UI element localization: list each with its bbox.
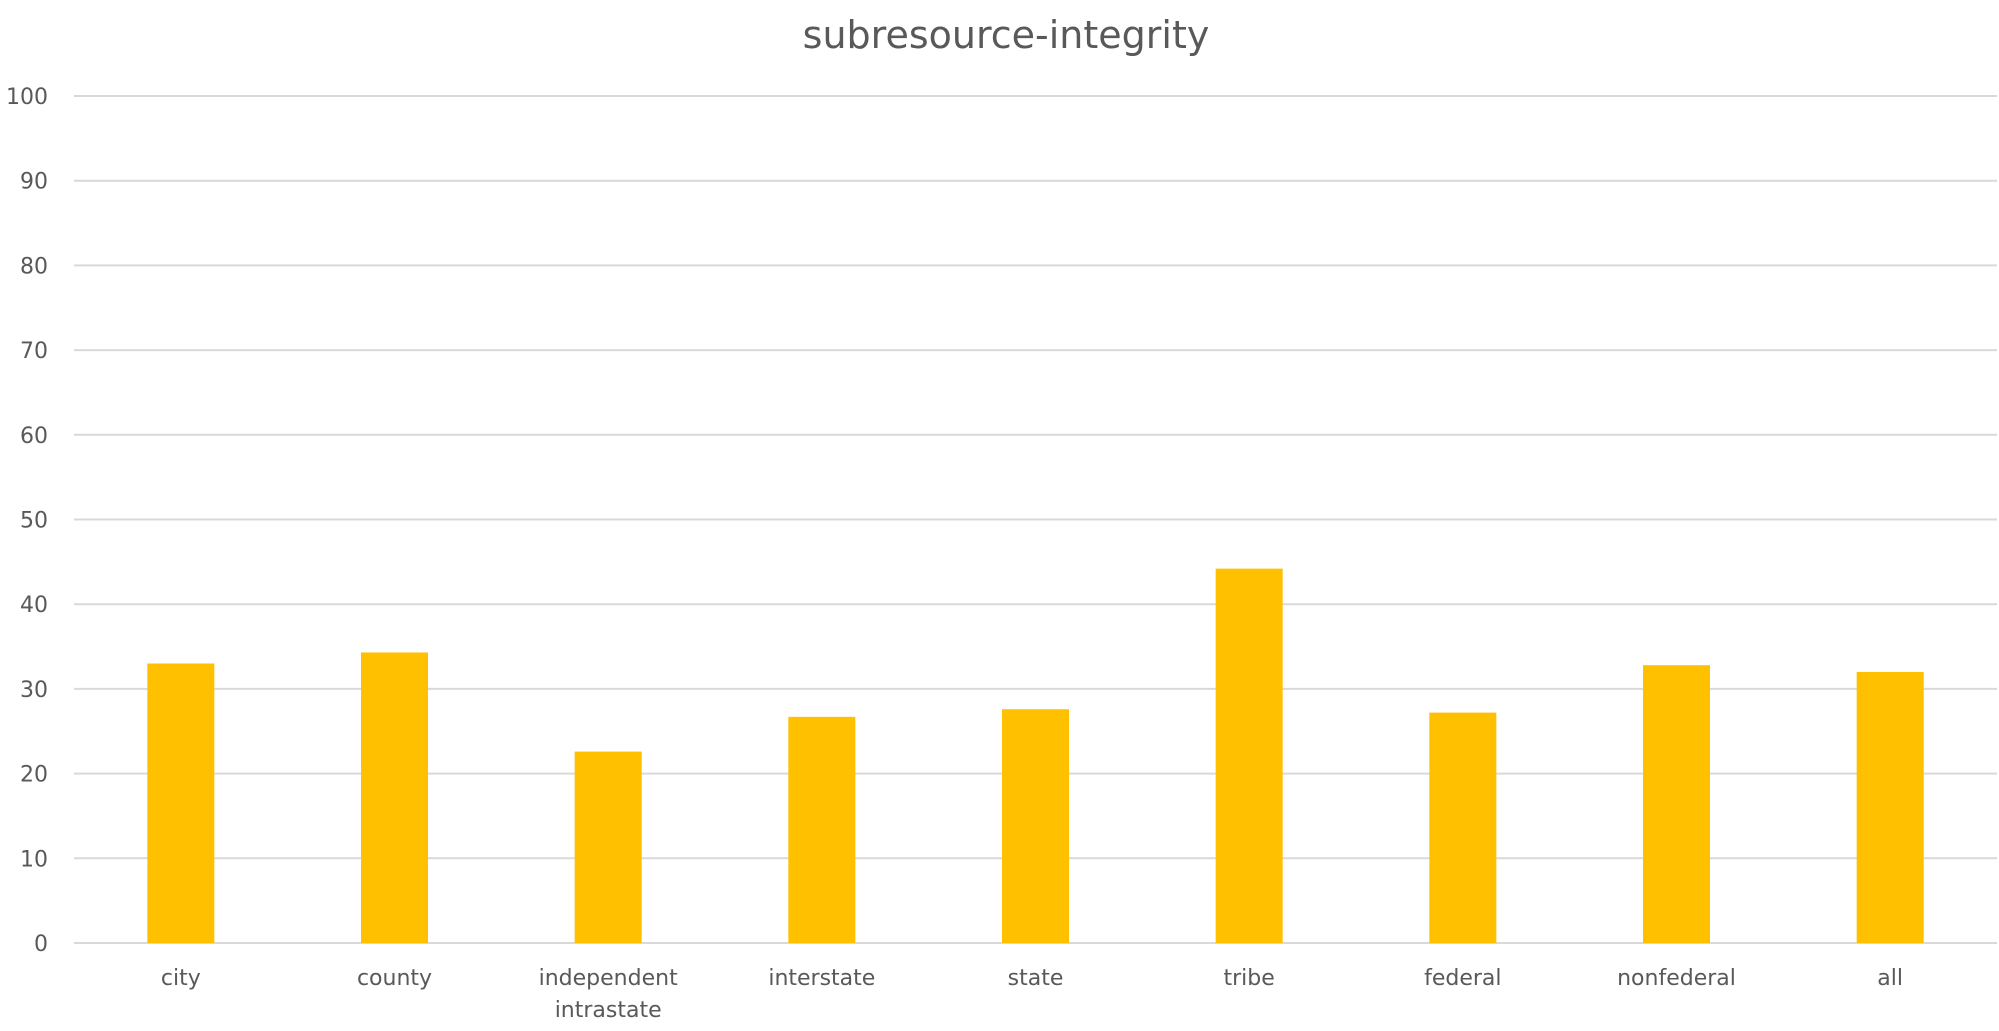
chart-title: subresource-integrity xyxy=(803,13,1210,57)
x-tick-label: nonfederal xyxy=(1617,966,1736,991)
bar-nonfederal xyxy=(1643,665,1710,943)
x-axis-category-labels: city county independent intrastate interstat… xyxy=(161,966,1903,1023)
bar-state xyxy=(1002,709,1069,943)
bar-city xyxy=(147,663,215,943)
x-tick-label: all xyxy=(1877,966,1903,991)
x-tick-label: federal xyxy=(1424,966,1501,991)
y-tick-label: 80 xyxy=(20,254,48,279)
y-tick-label: 10 xyxy=(20,847,48,872)
y-tick-label: 20 xyxy=(20,763,48,788)
bar-federal xyxy=(1429,712,1497,943)
y-axis-tick-labels: 0 10 20 30 40 50 60 70 80 90 100 xyxy=(6,85,48,957)
y-tick-label: 0 xyxy=(34,932,48,957)
x-tick-label: tribe xyxy=(1224,966,1275,991)
bar-tribe xyxy=(1215,568,1283,943)
x-tick-label: city xyxy=(161,966,201,991)
x-tick-label: interstate xyxy=(768,966,875,991)
x-tick-label: state xyxy=(1008,966,1064,991)
bar-independent-intrastate xyxy=(574,751,642,943)
y-tick-label: 40 xyxy=(20,593,48,618)
y-tick-label: 90 xyxy=(20,170,48,195)
y-tick-label: 100 xyxy=(6,85,48,110)
bar-county xyxy=(361,652,428,943)
bars xyxy=(147,568,1924,943)
y-tick-label: 30 xyxy=(20,678,48,703)
y-tick-label: 50 xyxy=(20,509,48,534)
x-tick-label: county xyxy=(357,966,432,991)
bar-all xyxy=(1856,671,1924,943)
bar-interstate xyxy=(788,716,856,943)
y-tick-label: 70 xyxy=(20,339,48,364)
y-tick-label: 60 xyxy=(20,424,48,449)
x-tick-label: independent intrastate xyxy=(539,966,678,1023)
